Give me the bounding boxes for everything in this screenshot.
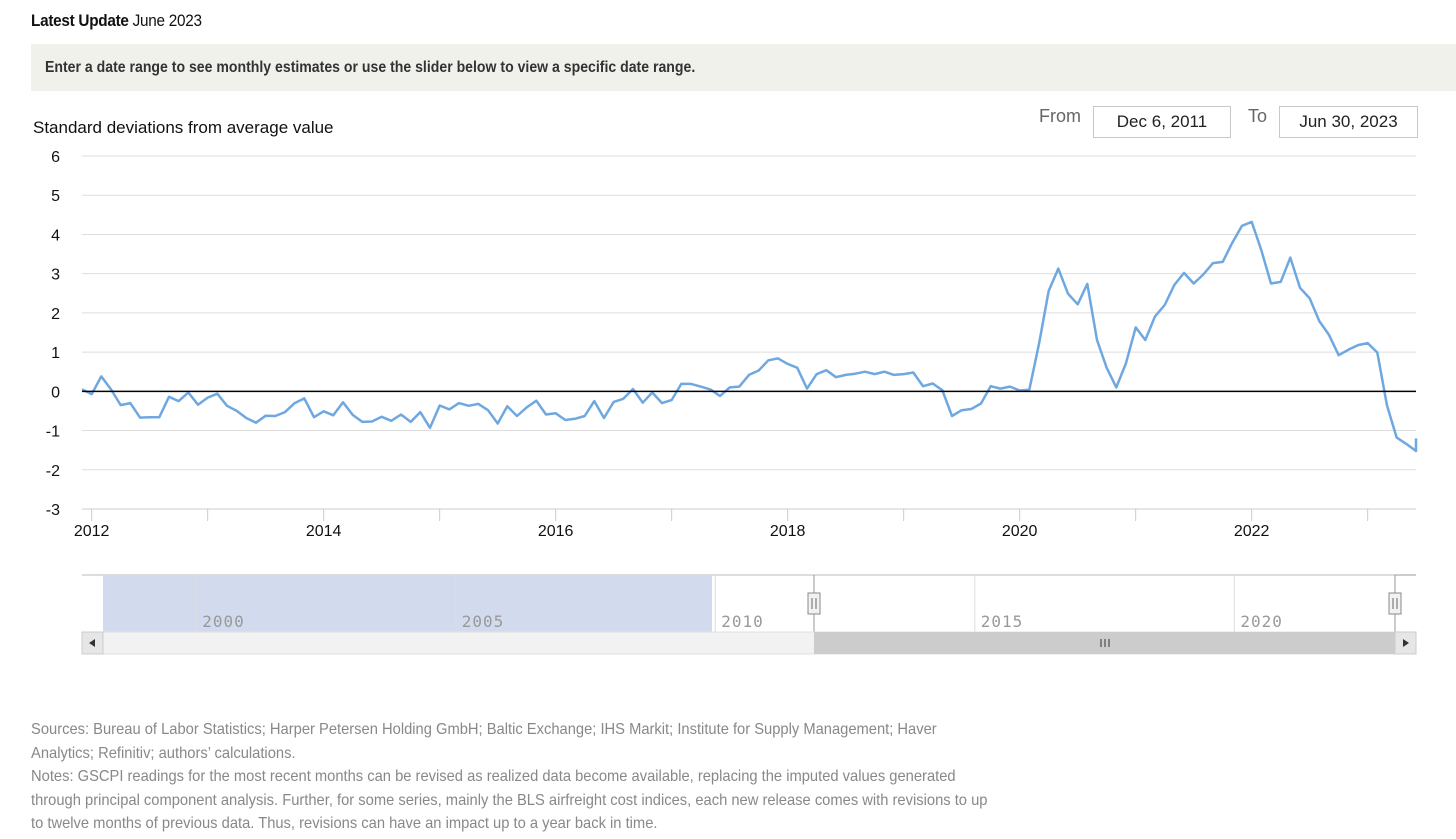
latest-update-value: June 2023: [132, 11, 202, 30]
range-navigator[interactable]: 2000 2005 2010 2015 2020: [0, 565, 1456, 660]
navigator-year-label: 2000: [202, 612, 245, 631]
y-tick-label: 6: [51, 149, 60, 166]
to-label: To: [1248, 106, 1268, 126]
y-tick-label: 2: [51, 306, 60, 323]
gscpi-line-chart: Standard deviations from average value 6…: [33, 118, 1418, 540]
grip-icon: [1100, 639, 1110, 647]
sources-text: Sources: Bureau of Labor Statistics; Har…: [31, 721, 937, 762]
scroll-left-button[interactable]: [81, 631, 104, 655]
to-date-input[interactable]: Jun 30, 2023: [1279, 106, 1418, 138]
navigator-year-label: 2010: [721, 612, 764, 631]
navigator-year-label: 2020: [1240, 612, 1283, 631]
from-label: From: [1039, 106, 1081, 126]
y-tick-label: -2: [46, 463, 60, 480]
arrow-left-icon: [89, 639, 95, 647]
y-tick-label: 5: [51, 188, 60, 205]
instructions-text: Enter a date range to see monthly estima…: [45, 59, 696, 76]
x-tick-label: 2014: [306, 523, 342, 540]
x-tick-label: 2016: [538, 523, 574, 540]
y-tick-label: -3: [46, 502, 60, 519]
y-tick-label: 0: [51, 384, 60, 401]
x-tick-label: 2020: [1002, 523, 1038, 540]
left-range-handle[interactable]: [807, 592, 821, 615]
latest-update-label: Latest Update: [31, 11, 129, 30]
right-range-handle[interactable]: [1388, 592, 1402, 615]
from-date-input[interactable]: Dec 6, 2011: [1093, 106, 1231, 138]
latest-update: Latest Update June 2023: [31, 11, 202, 31]
y-axis-label: Standard deviations from average value: [33, 118, 334, 137]
navigator-shaded-area: [103, 575, 712, 632]
y-tick-label: 3: [51, 267, 60, 284]
arrow-right-icon: [1403, 639, 1409, 647]
navigator-year-label: 2015: [981, 612, 1024, 631]
y-tick-label: 4: [51, 227, 60, 244]
y-tick-label: 1: [51, 345, 60, 362]
series-line: [81, 220, 1418, 453]
x-tick-label: 2022: [1234, 523, 1270, 540]
scroll-right-button[interactable]: [1394, 631, 1417, 655]
y-tick-label: -1: [46, 424, 60, 441]
x-tick-label: 2018: [770, 523, 806, 540]
navigator-year-label: 2005: [462, 612, 505, 631]
notes-text: Notes: GSCPI readings for the most recen…: [31, 768, 988, 832]
instructions-banner: Enter a date range to see monthly estima…: [31, 44, 1456, 91]
x-tick-label: 2012: [74, 523, 110, 540]
